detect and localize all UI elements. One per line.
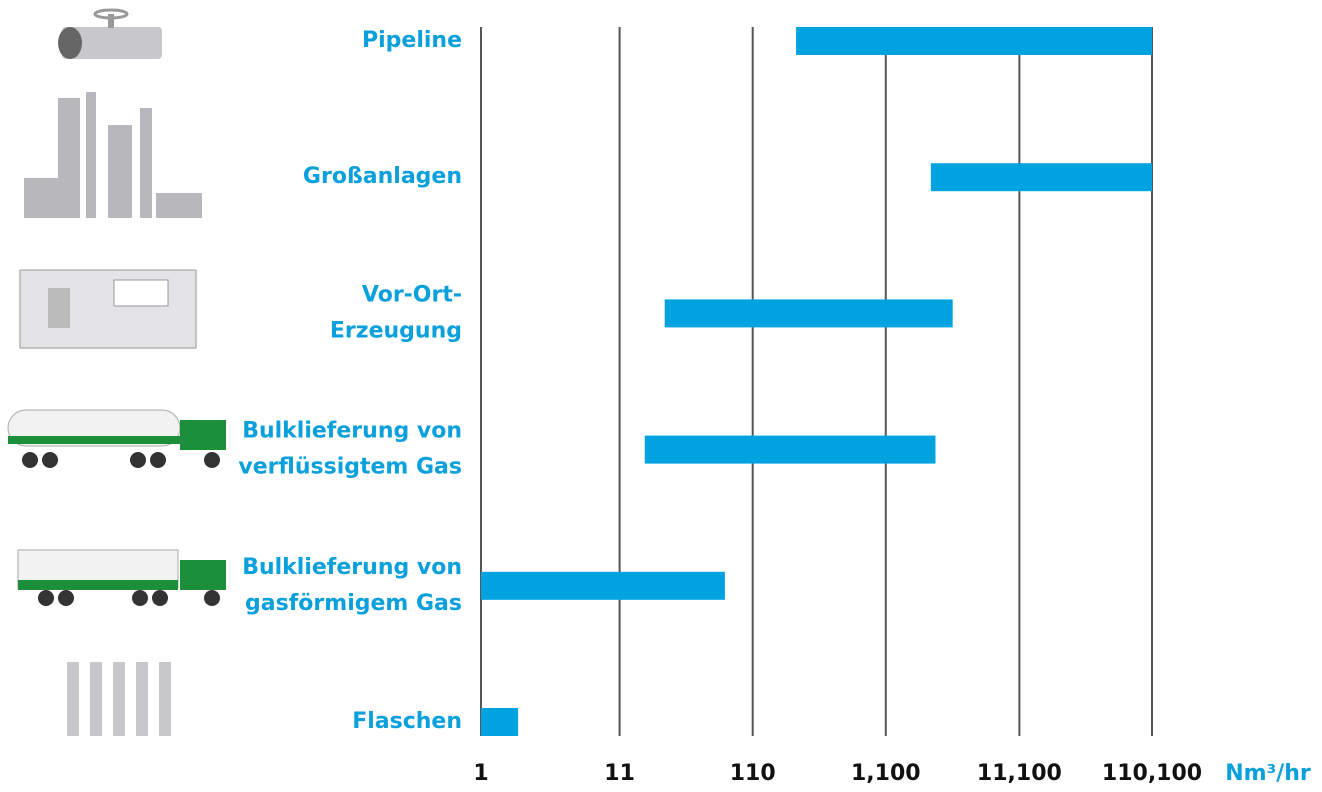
x-tick-label: 110,100 <box>1102 761 1202 786</box>
bar <box>796 27 1152 55</box>
category-label: Pipeline <box>362 28 462 53</box>
x-tick-label: 1,100 <box>851 761 921 786</box>
tube-trailer-icon <box>18 550 226 606</box>
tanker-icon <box>8 410 226 468</box>
x-tick-label: 11,100 <box>977 761 1062 786</box>
bar <box>481 572 725 600</box>
bar <box>931 163 1152 191</box>
x-tick-label: 110 <box>730 761 776 786</box>
category-label: Großanlagen <box>303 164 462 189</box>
container-icon <box>20 270 196 348</box>
x-tick-label: 1 <box>473 761 488 786</box>
category-label: Flaschen <box>352 709 462 734</box>
bar <box>665 299 953 327</box>
bar <box>645 436 936 464</box>
chart: Nm³/hr 1111101,10011,100110,100PipelineG… <box>0 0 1322 792</box>
category-label: Erzeugung <box>330 318 462 343</box>
category-label: gasförmigem Gas <box>245 591 462 616</box>
x-axis-label: Nm³/hr <box>1225 761 1311 786</box>
plant-icon <box>24 92 202 218</box>
category-label: Bulklieferung von <box>242 555 462 580</box>
category-label: Bulklieferung von <box>242 419 462 444</box>
pipeline-icon <box>58 10 162 59</box>
cylinders-icon <box>67 662 171 736</box>
category-label: verflüssigtem Gas <box>238 455 462 480</box>
x-tick-label: 11 <box>604 761 635 786</box>
bar <box>481 708 518 736</box>
category-label: Vor-Ort- <box>362 282 462 307</box>
